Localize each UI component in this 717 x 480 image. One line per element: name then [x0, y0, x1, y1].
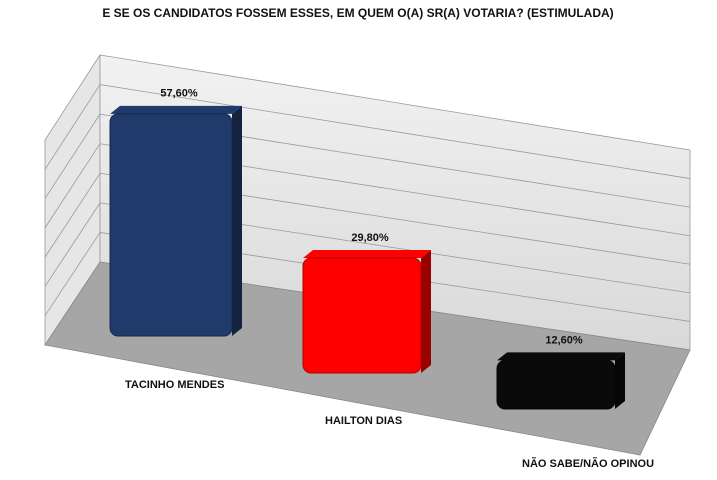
grid-line	[44, 143, 101, 229]
bar	[302, 257, 422, 374]
value-label: 29,80%	[351, 232, 389, 244]
bar-top	[303, 250, 431, 259]
grid-line	[44, 84, 101, 170]
grid-line	[44, 232, 101, 316]
grid-line	[44, 113, 101, 199]
bar-top	[497, 352, 625, 361]
grid-line	[44, 173, 101, 258]
x-tick-label: HAILTON DIAS	[325, 415, 402, 427]
bar-side	[421, 250, 431, 373]
bar	[496, 359, 616, 410]
bars	[109, 105, 625, 410]
grid-line	[44, 202, 101, 287]
grid-line	[99, 84, 691, 179]
x-tick-label: TACINHO MENDES	[125, 379, 224, 391]
chart-title: E SE OS CANDIDATOS FOSSEM ESSES, EM QUEM…	[102, 6, 613, 20]
x-tick-label: NÃO SABE/NÃO OPINOU	[522, 457, 654, 470]
value-label: 12,60%	[545, 334, 583, 346]
bar	[109, 113, 233, 337]
bar-side	[232, 105, 242, 336]
bar-side	[615, 352, 625, 409]
bar-top	[110, 105, 242, 114]
value-label: 57,60%	[160, 88, 198, 100]
